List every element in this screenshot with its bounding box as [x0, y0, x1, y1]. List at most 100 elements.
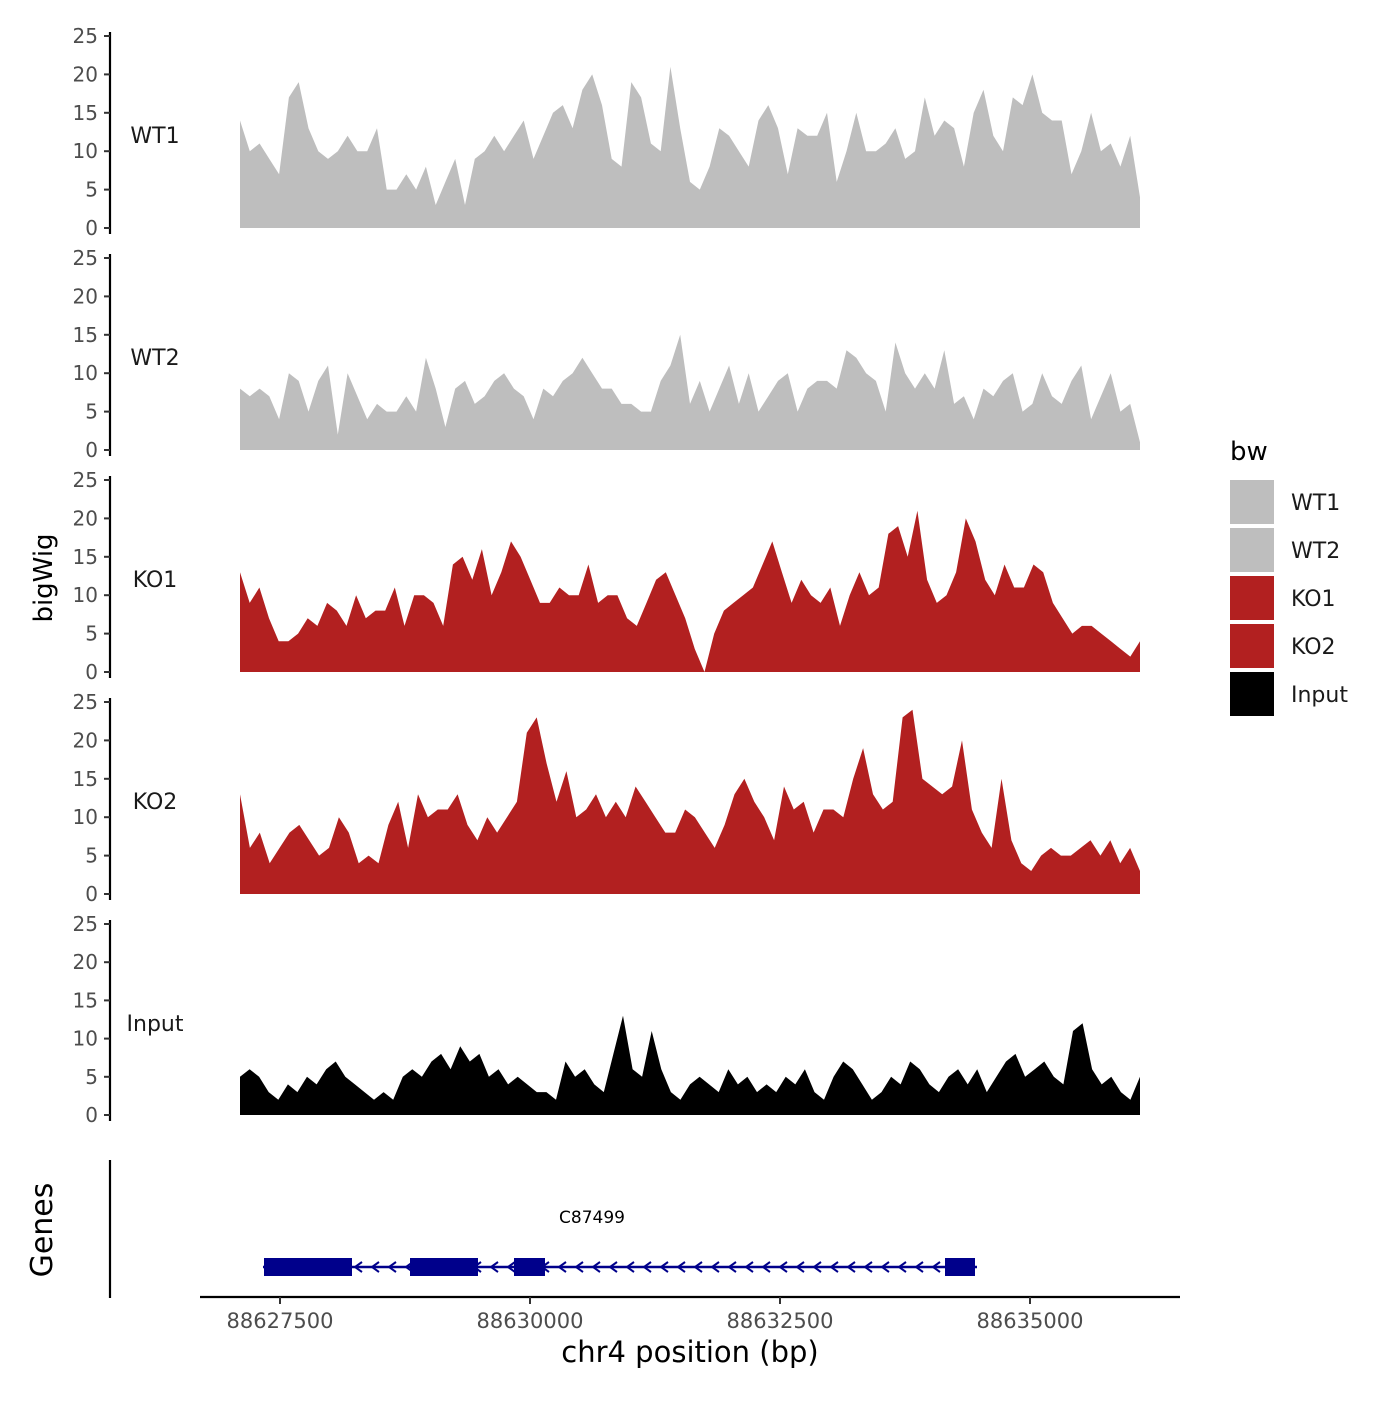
- strand-arrow: [353, 1261, 363, 1273]
- x-axis: 88627500 88630000 88632500 88635000: [200, 1295, 1180, 1333]
- strand-arrow: [846, 1261, 856, 1273]
- legend-label-wt1: WT1: [1291, 491, 1340, 516]
- y-tick-label: 5: [85, 844, 98, 868]
- strand-arrow: [727, 1261, 737, 1273]
- strand-arrow: [625, 1261, 635, 1273]
- strand-arrow: [693, 1261, 703, 1273]
- y-tick-label: 0: [85, 660, 98, 684]
- strand-arrow: [489, 1261, 499, 1273]
- x-tick-label: 88635000: [977, 1309, 1084, 1333]
- strand-arrow: [863, 1261, 873, 1273]
- track-panel-ko2: 0 5 10 15 20 25 KO2: [73, 690, 1140, 906]
- y-tick-label: 15: [73, 545, 98, 569]
- y-tick-label: 25: [73, 24, 98, 48]
- y-tick-label: 5: [85, 1065, 98, 1089]
- signal-area-wt1: [240, 66, 1140, 228]
- strand-arrow: [659, 1261, 669, 1273]
- gene-track-title: Genes: [25, 1183, 60, 1278]
- gene-exon: [264, 1258, 352, 1276]
- signal-panels: 0510152025WT10510152025WT20510152025KO10…: [73, 24, 1140, 1127]
- legend-swatch-wt2: [1230, 528, 1274, 572]
- y-tick-label: 0: [85, 216, 98, 240]
- legend-swatch-input: [1230, 672, 1274, 716]
- signal-area-input: [240, 1015, 1140, 1115]
- legend-swatch-ko1: [1230, 576, 1274, 620]
- y-tick-label: 25: [73, 690, 98, 714]
- x-tick-label: 88627500: [227, 1309, 334, 1333]
- y-tick-label: 15: [73, 101, 98, 125]
- legend: bw WT1 WT2 KO1 KO2 Input: [1230, 437, 1348, 716]
- legend-title: bw: [1230, 437, 1268, 467]
- track-label-ko2: KO2: [133, 790, 178, 815]
- x-axis-title: chr4 position (bp): [561, 1335, 818, 1369]
- y-tick-label: 5: [85, 622, 98, 646]
- y-tick-label: 20: [73, 950, 98, 974]
- strand-arrow: [387, 1261, 397, 1273]
- y-tick-label: 20: [73, 62, 98, 86]
- y-tick-label: 10: [73, 361, 98, 385]
- legend-swatch-ko2: [1230, 624, 1274, 668]
- strand-arrow: [778, 1261, 788, 1273]
- strand-arrow: [829, 1261, 839, 1273]
- signal-area-ko2: [240, 709, 1140, 894]
- strand-arrow: [506, 1261, 516, 1273]
- y-axis-title: bigWig: [29, 533, 59, 622]
- gene-exon: [945, 1258, 975, 1276]
- y-tick-label: 25: [73, 246, 98, 270]
- track-label-ko1: KO1: [133, 568, 178, 593]
- gene-exon: [514, 1258, 545, 1276]
- strand-arrow: [591, 1261, 601, 1273]
- x-tick-label: 88630000: [477, 1309, 584, 1333]
- gene-track: C87499: [108, 1160, 977, 1298]
- track-label-wt2: WT2: [130, 346, 179, 371]
- strand-arrow: [608, 1261, 618, 1273]
- y-tick-label: 10: [73, 1027, 98, 1051]
- y-tick-label: 5: [85, 178, 98, 202]
- signal-area-ko1: [240, 510, 1140, 672]
- y-tick-label: 15: [73, 988, 98, 1012]
- y-tick-label: 5: [85, 400, 98, 424]
- track-panel-wt1: 0 5 10 15 20 25 WT1: [73, 24, 1140, 240]
- strand-arrow: [676, 1261, 686, 1273]
- strand-arrow: [574, 1261, 584, 1273]
- y-tick-label: 10: [73, 139, 98, 163]
- legend-label-ko1: KO1: [1291, 587, 1336, 612]
- track-panel-ko1: 0 5 10 15 20 25 KO1: [73, 468, 1140, 684]
- gene-exon: [410, 1258, 478, 1276]
- strand-arrow: [370, 1261, 380, 1273]
- strand-arrow: [557, 1261, 567, 1273]
- strand-arrow: [642, 1261, 652, 1273]
- y-tick-label: 15: [73, 767, 98, 791]
- y-tick-label: 15: [73, 323, 98, 347]
- track-label-wt1: WT1: [130, 124, 179, 149]
- legend-label-input: Input: [1291, 683, 1348, 708]
- legend-label-wt2: WT2: [1291, 539, 1340, 564]
- strand-arrow: [880, 1261, 890, 1273]
- y-tick-label: 20: [73, 728, 98, 752]
- legend-label-ko2: KO2: [1291, 635, 1336, 660]
- strand-arrow: [795, 1261, 805, 1273]
- track-panel-wt2: 0 5 10 15 20 25 WT2: [73, 246, 1140, 462]
- y-tick-label: 10: [73, 805, 98, 829]
- y-tick-label: 10: [73, 583, 98, 607]
- track-panel-input: 0 5 10 15 20 25 Input: [73, 912, 1140, 1127]
- gene-name-label: C87499: [559, 1208, 625, 1228]
- strand-arrow: [744, 1261, 754, 1273]
- x-tick-label: 88632500: [727, 1309, 834, 1333]
- strand-arrow: [931, 1261, 941, 1273]
- track-label-input: Input: [127, 1012, 184, 1037]
- legend-swatch-wt1: [1230, 480, 1274, 524]
- strand-arrow: [710, 1261, 720, 1273]
- strand-arrow: [812, 1261, 822, 1273]
- y-tick-label: 20: [73, 506, 98, 530]
- signal-area-wt2: [240, 334, 1140, 450]
- strand-arrow: [761, 1261, 771, 1273]
- strand-arrow: [897, 1261, 907, 1273]
- y-tick-label: 20: [73, 284, 98, 308]
- y-tick-label: 0: [85, 882, 98, 906]
- y-tick-label: 25: [73, 912, 98, 936]
- y-tick-label: 0: [85, 1103, 98, 1127]
- y-tick-label: 25: [73, 468, 98, 492]
